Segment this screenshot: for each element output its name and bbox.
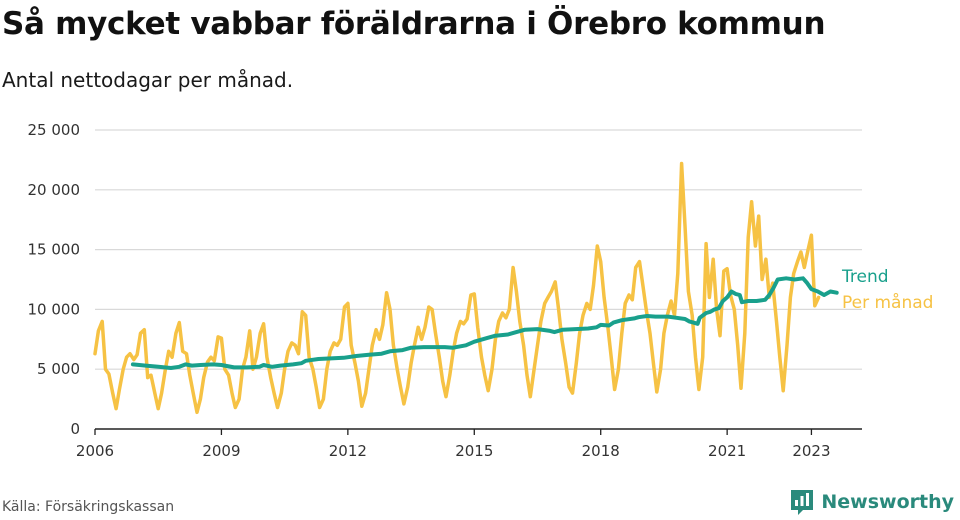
- series-line-trend: [130, 276, 839, 370]
- series-line-per-m-nad: [93, 161, 821, 415]
- brand-name: Newsworthy: [821, 491, 954, 513]
- legend-label-trend: Trend: [841, 267, 889, 287]
- y-tick-label: 20 000: [28, 181, 81, 199]
- y-tick-label: 5 000: [37, 360, 80, 378]
- x-tick-label: 2015: [455, 442, 493, 460]
- series-lines: [93, 161, 839, 415]
- y-tick-label: 25 000: [28, 121, 81, 139]
- x-tick-label: 2009: [202, 442, 240, 460]
- chart-subtitle: Antal nettodagar per månad.: [2, 68, 294, 92]
- legend: Per månad Trend: [841, 267, 933, 313]
- y-tick-label: 10 000: [28, 300, 81, 318]
- x-tick-label: 2012: [329, 442, 367, 460]
- y-tick-label: 15 000: [28, 241, 81, 259]
- legend-label-per-m-nad: Per månad: [842, 292, 933, 313]
- y-tick-label: 0: [70, 420, 80, 438]
- source-note: Källa: Försäkringskassan: [2, 499, 175, 515]
- y-axis-ticks: 0 5 000 10 000 15 000 20 000 25 000: [28, 121, 81, 438]
- x-tick-label: 2006: [76, 442, 114, 460]
- x-tick-label: 2021: [708, 442, 746, 460]
- newsworthy-logo[interactable]: Newsworthy: [789, 488, 954, 516]
- x-axis: 2006 2009 2012 2015 2018 2021 2023: [76, 428, 862, 460]
- newsworthy-bar-chart-icon: [791, 490, 814, 515]
- chart-title: Så mycket vabbar föräldrarna i Örebro ko…: [2, 6, 826, 42]
- x-tick-label: 2018: [582, 442, 620, 460]
- x-tick-label: 2023: [792, 442, 830, 460]
